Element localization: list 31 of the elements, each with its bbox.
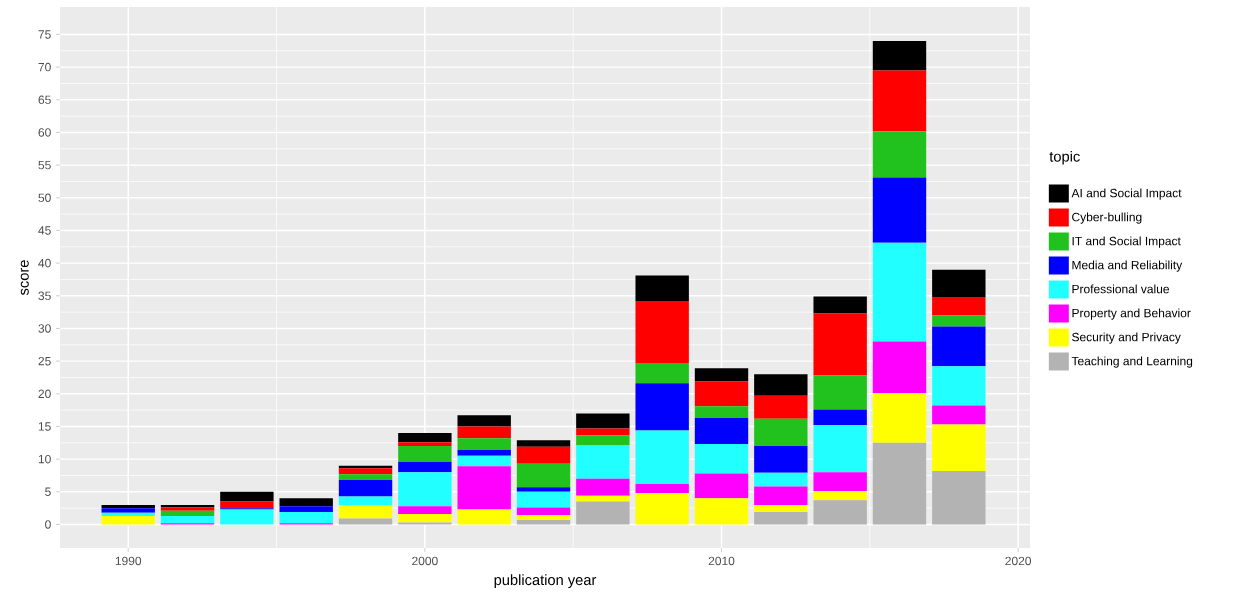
x-tick-label: 1990 [115,556,142,566]
x-tick-label: 2010 [708,556,735,566]
y-tick-label: 5 [45,487,51,496]
y-tick-label: 55 [38,160,51,170]
legend-title: topic [1049,150,1080,165]
y-tick-label: 0 [45,520,51,529]
y-tick-label: 30 [38,324,51,333]
x-tick-label: 2000 [412,556,438,566]
y-tick-label: 25 [38,356,51,366]
y-tick-label: 20 [38,389,51,399]
y-tick-label: 75 [38,30,51,39]
legend-label: Cyber-bulling [1072,212,1142,224]
y-tick-label: 40 [38,258,51,268]
legend-label: IT and Social Impact [1072,236,1181,248]
legend-label: AI and Social Impact [1071,188,1182,200]
x-axis-title: publication year [494,574,597,589]
y-tick-label: 50 [38,193,51,203]
y-tick-label: 70 [38,62,51,72]
legend-label: Property and Behavior [1072,308,1191,320]
y-tick-label: 15 [38,422,51,431]
y-tick-label: 45 [38,226,51,235]
y-tick-label: 10 [38,454,51,464]
y-axis-title: score [20,260,29,296]
y-tick-label: 35 [38,291,51,301]
legend-label: Teaching and Learning [1071,356,1193,368]
y-tick-label: 65 [38,95,51,105]
legend-label: Professional value [1072,284,1169,294]
legend-label: Security and Privacy [1072,332,1181,344]
legend-label: Media and Reliability [1072,260,1183,272]
x-tick-label: 2020 [1005,556,1032,566]
y-tick-label: 60 [38,128,51,137]
